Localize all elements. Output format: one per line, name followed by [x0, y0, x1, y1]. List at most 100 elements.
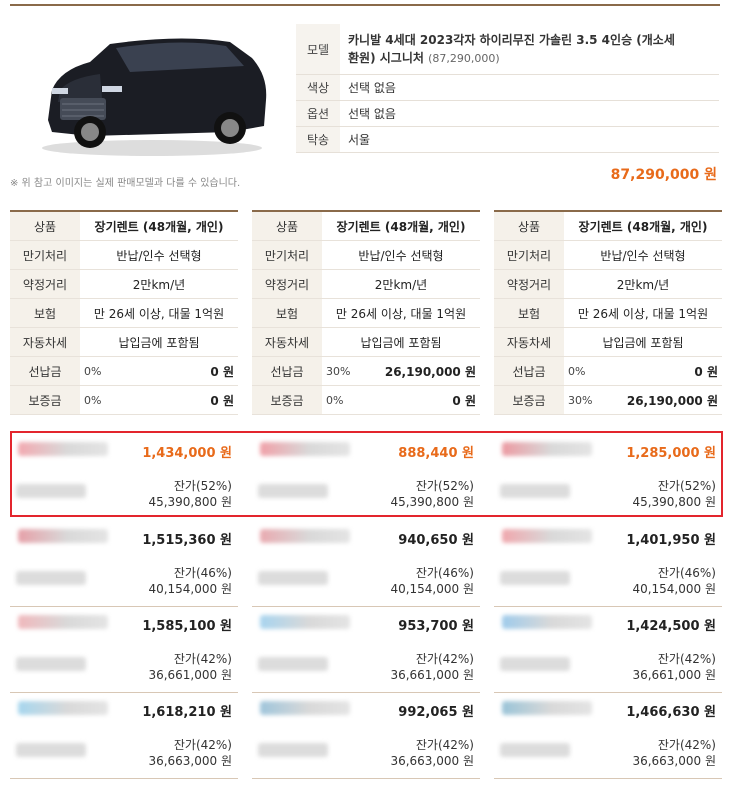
blurred-logo [18, 529, 108, 543]
residual-amount: 36,663,000 원 [148, 754, 232, 768]
deposit-amount: 26,190,000 원 [620, 385, 722, 415]
prepay-amount: 0 원 [620, 356, 722, 386]
residual-value: 잔가(52%) 45,390,800 원 [390, 478, 474, 510]
blurred-logo [18, 615, 108, 629]
residual-value: 잔가(52%) 45,390,800 원 [148, 478, 232, 510]
deposit-label: 보증금 [494, 385, 564, 415]
spec-table: 모델 카니발 4세대 2023각자 하이리무진 가솔린 3.5 4인승 (개소세… [296, 24, 719, 153]
model-label: 모델 [296, 24, 340, 75]
color-value: 선택 없음 [340, 74, 719, 101]
monthly-price: 953,700 원 [398, 619, 474, 634]
blurred-name [258, 571, 328, 585]
blurred-logo [260, 442, 350, 456]
condition-table-3: 상품 장기렌트 (48개월, 개인) 만기처리 반납/인수 선택형 약정거리 2만km… [494, 210, 722, 415]
monthly-price: 1,585,100 원 [142, 619, 232, 634]
blurred-logo [260, 701, 350, 715]
product-value: 장기렌트 (48개월, 개인) [80, 211, 238, 241]
residual-value: 잔가(46%) 40,154,000 원 [632, 565, 716, 597]
blurred-name [258, 743, 328, 757]
mileage-value: 2만km/년 [322, 269, 480, 299]
deposit-label: 보증금 [10, 385, 80, 415]
model-price: (87,290,000) [428, 51, 500, 65]
mileage-label: 약정거리 [252, 269, 322, 299]
residual-amount: 40,154,000 원 [390, 582, 474, 596]
row-divider [252, 778, 480, 779]
model-name-line2: 환원) 시그니처 [348, 50, 424, 65]
prepay-pct: 0% [80, 356, 136, 386]
quote-cell[interactable]: 1,585,100 원 잔가(42%) 36,661,000 원 [10, 607, 238, 693]
residual-pct: 잔가(52%) [657, 479, 716, 493]
tax-label: 자동차세 [494, 327, 564, 357]
blurred-logo [18, 701, 108, 715]
insurance-value: 만 26세 이상, 대물 1억원 [322, 298, 480, 328]
residual-value: 잔가(42%) 36,663,000 원 [632, 737, 716, 769]
blurred-name [500, 743, 570, 757]
residual-value: 잔가(42%) 36,661,000 원 [390, 651, 474, 683]
residual-value: 잔가(52%) 45,390,800 원 [632, 478, 716, 510]
residual-amount: 36,661,000 원 [148, 668, 232, 682]
prepay-amount: 26,190,000 원 [378, 356, 480, 386]
prepay-pct: 0% [564, 356, 620, 386]
maturity-value: 반납/인수 선택형 [322, 240, 480, 270]
highlight-box [10, 431, 723, 517]
residual-amount: 36,661,000 원 [632, 668, 716, 682]
color-label: 색상 [296, 74, 340, 101]
blurred-logo [502, 701, 592, 715]
monthly-price: 940,650 원 [398, 533, 474, 548]
insurance-label: 보험 [252, 298, 322, 328]
monthly-price: 1,434,000 원 [142, 446, 232, 461]
residual-amount: 45,390,800 원 [148, 495, 232, 509]
blurred-name [500, 484, 570, 498]
insurance-value: 만 26세 이상, 대물 1억원 [564, 298, 722, 328]
residual-pct: 잔가(42%) [415, 738, 474, 752]
residual-pct: 잔가(46%) [173, 566, 232, 580]
model-name-line1: 카니발 4세대 2023각자 하이리무진 가솔린 3.5 4인승 (개소세 [348, 32, 675, 47]
tax-value: 납입금에 포함됨 [80, 327, 238, 357]
blurred-name [500, 657, 570, 671]
row-divider [252, 692, 480, 693]
blurred-logo [502, 529, 592, 543]
mileage-label: 약정거리 [10, 269, 80, 299]
monthly-price: 1,401,950 원 [626, 533, 716, 548]
top-divider [10, 4, 720, 6]
monthly-price: 1,285,000 원 [626, 446, 716, 461]
monthly-price: 1,424,500 원 [626, 619, 716, 634]
mileage-value: 2만km/년 [564, 269, 722, 299]
monthly-price: 1,618,210 원 [142, 705, 232, 720]
deposit-pct: 30% [564, 385, 620, 415]
residual-amount: 45,390,800 원 [632, 495, 716, 509]
blurred-logo [502, 442, 592, 456]
quote-cell[interactable]: 1,618,210 원 잔가(42%) 36,663,000 원 [10, 693, 238, 779]
quote-cell[interactable]: 1,424,500 원 잔가(42%) 36,661,000 원 [494, 607, 722, 693]
residual-pct: 잔가(52%) [173, 479, 232, 493]
product-value: 장기렌트 (48개월, 개인) [322, 211, 480, 241]
residual-value: 잔가(46%) 40,154,000 원 [390, 565, 474, 597]
monthly-price: 888,440 원 [398, 446, 474, 461]
residual-amount: 40,154,000 원 [632, 582, 716, 596]
monthly-price: 992,065 원 [398, 705, 474, 720]
blurred-name [16, 484, 86, 498]
option-value: 선택 없음 [340, 100, 719, 127]
insurance-label: 보험 [494, 298, 564, 328]
maturity-label: 만기처리 [10, 240, 80, 270]
blurred-name [258, 657, 328, 671]
deposit-amount: 0 원 [136, 385, 238, 415]
insurance-label: 보험 [10, 298, 80, 328]
residual-pct: 잔가(52%) [415, 479, 474, 493]
tax-label: 자동차세 [252, 327, 322, 357]
residual-amount: 40,154,000 원 [148, 582, 232, 596]
blurred-logo [502, 615, 592, 629]
quote-cell[interactable]: 1,515,360 원 잔가(46%) 40,154,000 원 [10, 521, 238, 607]
quote-cell[interactable]: 1,466,630 원 잔가(42%) 36,663,000 원 [494, 693, 722, 779]
product-value: 장기렌트 (48개월, 개인) [564, 211, 722, 241]
product-label: 상품 [10, 211, 80, 241]
blurred-logo [260, 615, 350, 629]
residual-value: 잔가(42%) 36,663,000 원 [390, 737, 474, 769]
